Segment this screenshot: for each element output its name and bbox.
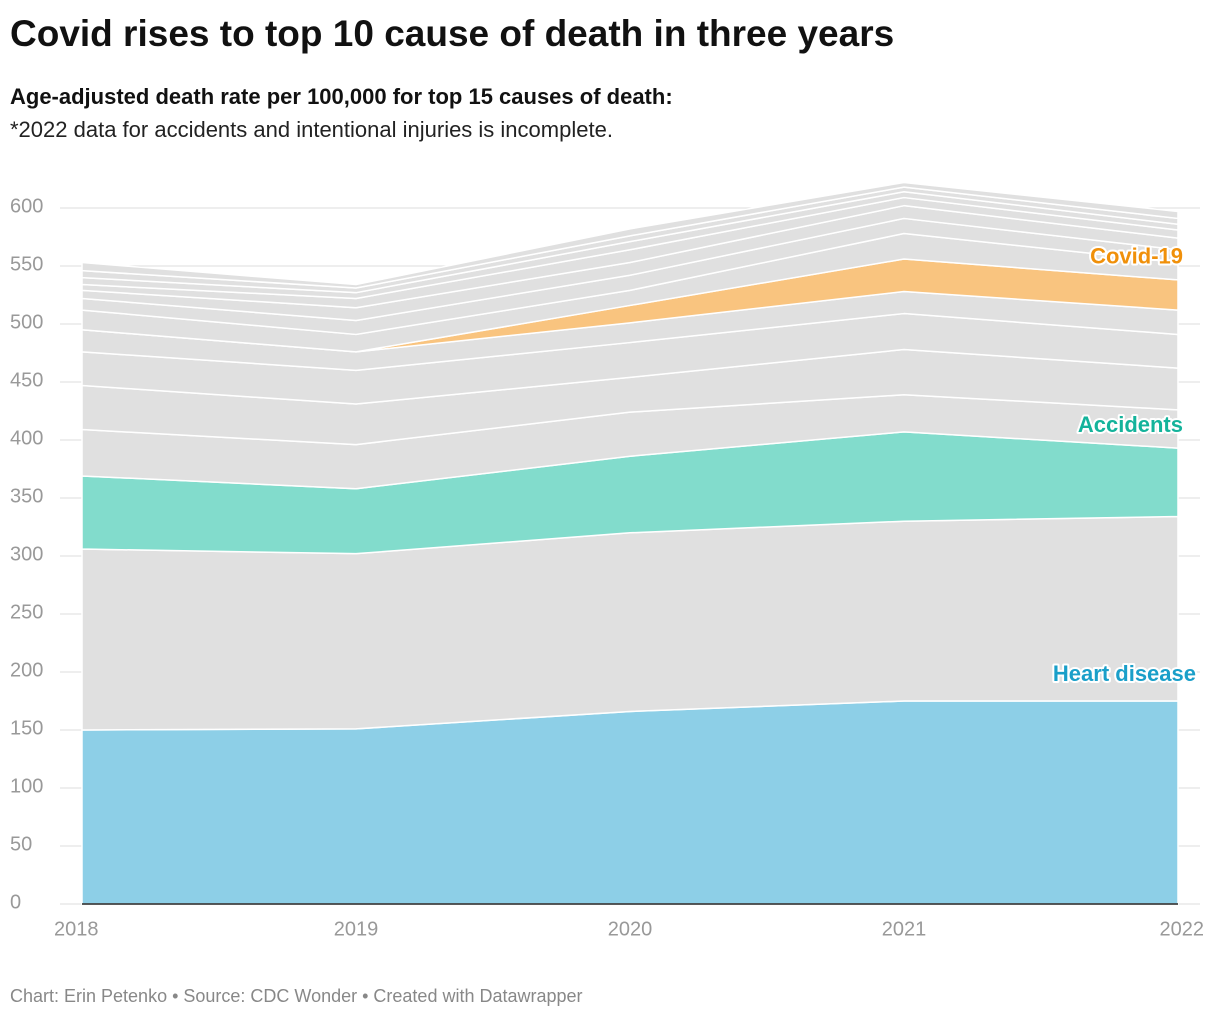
y-tick-label: 0: [10, 891, 21, 913]
x-tick-label: 2018: [54, 918, 99, 940]
chart-note: *2022 data for accidents and intentional…: [10, 117, 613, 142]
y-tick-label: 600: [10, 195, 43, 217]
series-label: Covid-19: [1090, 244, 1183, 269]
y-tick-label: 150: [10, 717, 43, 739]
y-tick-label: 50: [10, 833, 32, 855]
x-tick-label: 2020: [608, 918, 653, 940]
chart-title: Covid rises to top 10 cause of death in …: [10, 13, 894, 54]
y-tick-label: 200: [10, 659, 43, 681]
y-tick-label: 300: [10, 543, 43, 565]
y-tick-label: 450: [10, 369, 43, 391]
chart-footer: Chart: Erin Petenko • Source: CDC Wonder…: [10, 986, 583, 1006]
x-tick-label: 2019: [334, 918, 379, 940]
y-tick-label: 350: [10, 485, 43, 507]
area: [81, 181, 1179, 289]
areas: [81, 181, 1179, 905]
y-tick-label: 400: [10, 427, 43, 449]
chart-subtitle: Age-adjusted death rate per 100,000 for …: [10, 84, 673, 109]
y-tick-label: 550: [10, 253, 43, 275]
series-label: Heart disease: [1053, 661, 1196, 686]
y-tick-label: 250: [10, 601, 43, 623]
y-tick-label: 100: [10, 775, 43, 797]
x-tick-label: 2021: [882, 918, 927, 940]
y-tick-label: 500: [10, 311, 43, 333]
x-tick-label: 2022: [1160, 918, 1205, 940]
series-label: Accidents: [1078, 412, 1183, 437]
labels: Heart disease Accidents Covid-19: [1051, 242, 1198, 688]
area: [81, 700, 1179, 905]
